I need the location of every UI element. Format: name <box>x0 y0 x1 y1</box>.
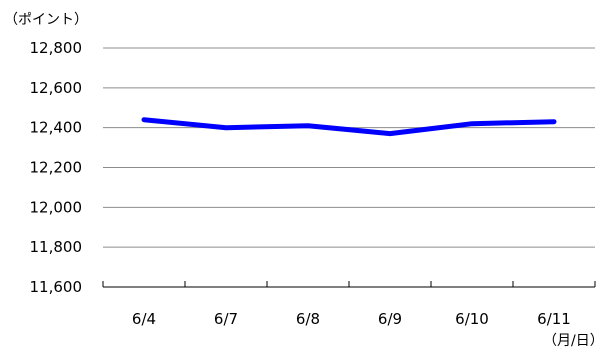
x-tick-labels: 6/4 6/7 6/8 6/9 6/10 6/11 <box>132 310 571 328</box>
x-tick-label: 6/7 <box>214 310 238 328</box>
y-tick-label: 12,800 <box>30 39 83 57</box>
x-axis <box>102 281 596 288</box>
y-unit-label: （ポイント） <box>4 12 88 28</box>
x-tick-label: 6/11 <box>537 310 571 328</box>
series-line-path <box>141 117 557 137</box>
x-tick-label: 6/8 <box>296 310 320 328</box>
y-tick-label: 12,600 <box>30 79 83 97</box>
x-tick-label: 6/4 <box>132 310 156 328</box>
x-tick-label: 6/10 <box>455 310 489 328</box>
x-unit-label: （月/日） <box>543 333 603 348</box>
series-line <box>141 117 557 137</box>
x-tick-label: 6/9 <box>378 310 402 328</box>
y-tick-label: 11,800 <box>30 238 83 256</box>
y-tick-label: 12,200 <box>30 159 83 177</box>
y-tick-labels: 11,600 11,800 12,000 12,200 12,400 12,600 12,8… <box>30 39 83 296</box>
y-tick-label: 12,000 <box>30 198 83 216</box>
gridlines <box>103 47 595 248</box>
y-tick-label: 11,600 <box>30 278 83 296</box>
y-tick-label: 12,400 <box>30 119 83 137</box>
